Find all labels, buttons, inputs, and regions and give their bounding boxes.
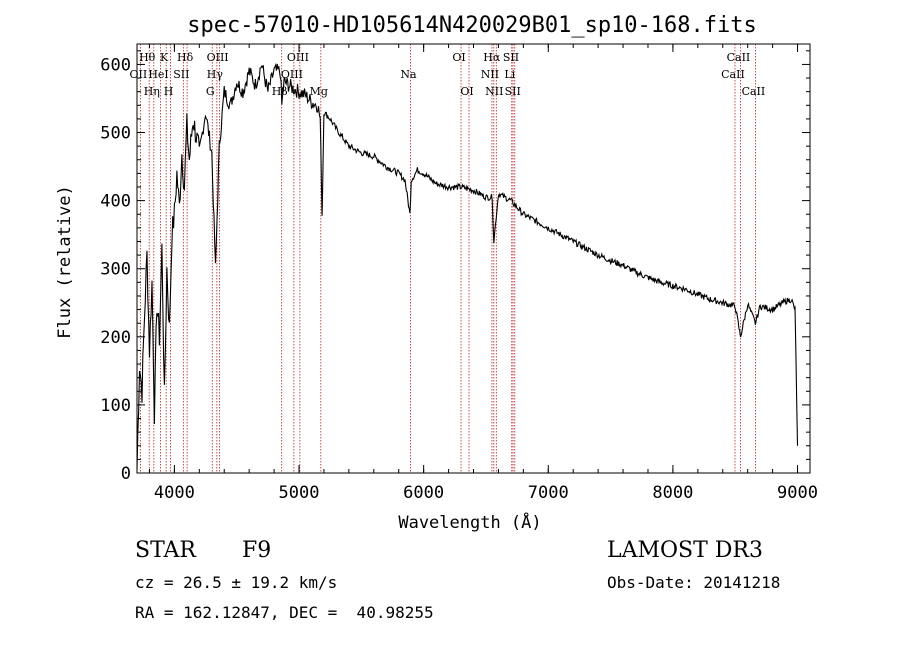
line-label-15: Na [400,68,417,81]
line-label-4: K [160,51,169,64]
x-tick-label-4: 8000 [652,483,693,503]
y-tick-label-5: 500 [100,124,131,144]
x-axis-label: Wavelength (Å) [398,511,541,533]
spectrum-chart: spec-57010-HD105614N420029B01_sp10-168.f… [55,13,818,533]
line-label-12: OIII [281,68,303,81]
spectrum-line [136,62,799,470]
y-tick-label-3: 300 [100,260,131,280]
spectral-line-markers [139,44,756,473]
y-tick-label-4: 400 [100,192,131,212]
spectral-line-labels: OII Hθ Hη HeI K H SII Hδ G Hγ OIII Hβ OIII OIII Mg Na OI… [130,51,766,98]
y-axis-ticks: 0 100 200 300 400 500 600 [100,50,810,484]
line-label-24: CaII [721,68,745,81]
observation-date: Obs-Date: 20141218 [607,573,781,592]
y-tick-label-1: 100 [100,396,131,416]
line-label-20: NII [485,85,503,98]
object-class: STAR [135,538,196,563]
y-tick-label-0: 0 [121,464,131,484]
line-label-17: OI [460,85,473,98]
chart-title: spec-57010-HD105614N420029B01_sp10-168.f… [187,13,757,38]
x-tick-label-1: 5000 [279,483,320,503]
line-label-7: Hδ [177,51,194,64]
plot-frame [136,43,811,474]
x-tick-label-3: 7000 [528,483,569,503]
line-label-3: HeI [148,68,168,81]
line-label-0: OII [130,68,148,81]
object-subclass: F9 [242,538,272,563]
line-label-14: Mg [310,85,328,98]
y-tick-label-2: 200 [100,328,131,348]
line-label-5: H [164,85,174,98]
line-label-25: CaII [727,51,751,64]
line-label-19: Hα [483,51,501,64]
line-label-11: Hβ [272,85,288,98]
line-label-16: OI [452,51,465,64]
line-label-18: NII [481,68,499,81]
sky-coordinates: RA = 162.12847, DEC = 40.98255 [135,603,434,622]
line-label-6: SII [173,68,189,81]
line-label-1: Hθ [139,51,156,64]
line-label-2: Hη [144,85,160,98]
x-axis-ticks: 4000 5000 6000 7000 8000 9000 [148,44,818,503]
line-label-10: OIII [207,51,229,64]
x-tick-label-5: 9000 [777,483,818,503]
line-label-13: OIII [287,51,309,64]
x-tick-label-2: 6000 [403,483,444,503]
line-label-8: G [206,85,215,98]
survey-name: LAMOST DR3 [607,538,763,563]
x-tick-label-0: 4000 [154,483,195,503]
y-tick-label-6: 600 [100,55,131,75]
line-label-9: Hγ [207,68,224,81]
redshift-cz: cz = 26.5 ± 19.2 km/s [135,573,338,592]
line-label-22: SII [503,51,519,64]
line-label-26: CaII [742,85,766,98]
y-axis-label: Flux (relative) [55,185,75,339]
line-label-21: Li [504,68,515,81]
line-label-23: SII [505,85,521,98]
